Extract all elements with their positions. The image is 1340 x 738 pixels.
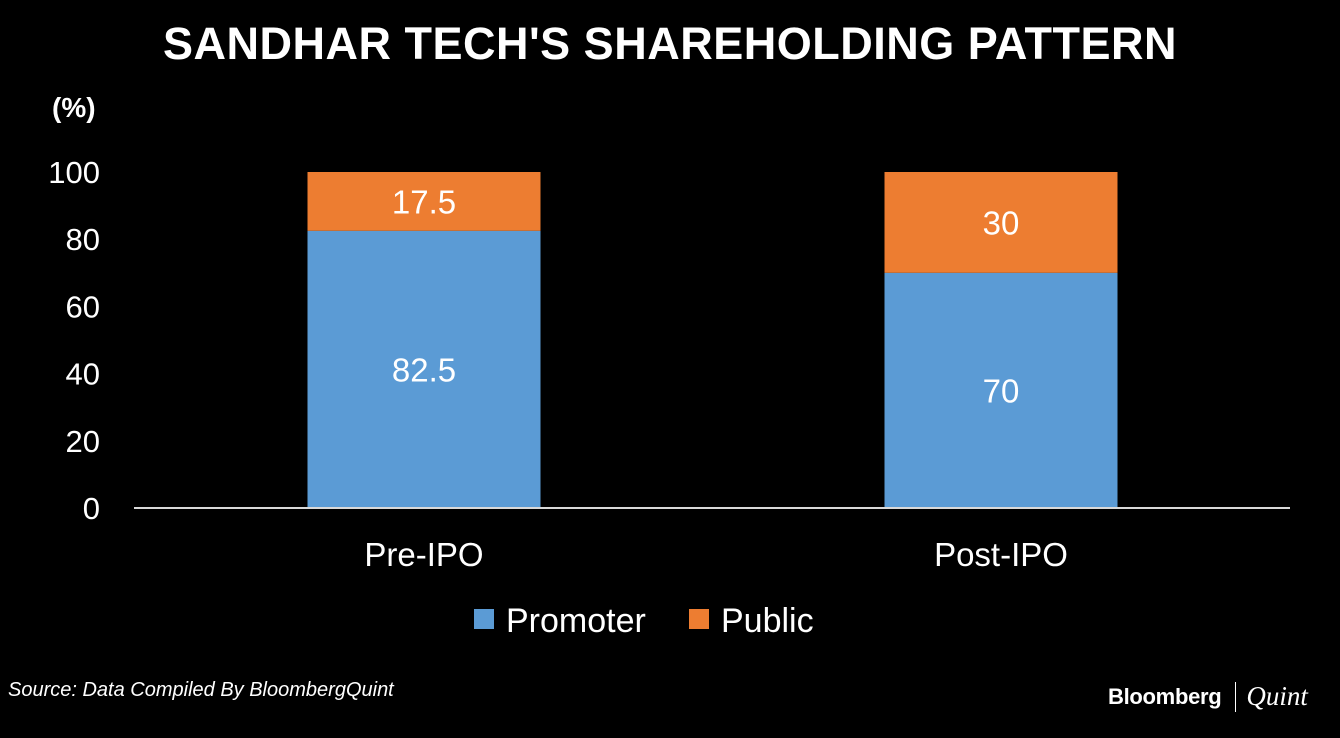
y-tick-label: 80 xyxy=(66,222,100,257)
x-tick-label: Post-IPO xyxy=(934,536,1068,573)
bar-public-pre-ipo xyxy=(307,172,541,231)
bar-public-post-ipo xyxy=(884,172,1118,273)
data-label-public-pre-ipo: 17.5 xyxy=(392,183,456,220)
y-tick-label: 40 xyxy=(66,357,100,392)
bar-promoter-post-ipo xyxy=(884,272,1118,508)
y-tick-label: 0 xyxy=(83,491,100,526)
y-tick-label: 100 xyxy=(48,155,100,190)
y-axis-unit-label: (%) xyxy=(52,92,96,123)
brand-divider xyxy=(1235,681,1237,712)
y-tick-label: 60 xyxy=(66,289,100,324)
legend-label-public: Public xyxy=(721,602,814,640)
legend-swatch-promoter xyxy=(474,609,494,629)
y-tick-label: 20 xyxy=(66,424,100,459)
chart-title: SANDHAR TECH'S SHAREHOLDING PATTERN xyxy=(162,18,1178,69)
source-note: Source: Data Compiled By BloombergQuint xyxy=(8,679,394,701)
legend-swatch-public xyxy=(689,609,709,629)
data-label-promoter-pre-ipo: 82.5 xyxy=(392,351,456,388)
brand-bloomberg: Bloomberg xyxy=(1108,683,1222,709)
legend-label-promoter: Promoter xyxy=(506,602,646,640)
x-tick-label: Pre-IPO xyxy=(364,536,483,573)
brand-logo: Bloomberg Quint xyxy=(1108,681,1308,712)
bar-promoter-pre-ipo xyxy=(307,230,541,509)
brand-quint: Quint xyxy=(1246,681,1308,711)
data-label-promoter-post-ipo: 70 xyxy=(983,372,1020,409)
data-label-public-post-ipo: 30 xyxy=(983,204,1020,241)
